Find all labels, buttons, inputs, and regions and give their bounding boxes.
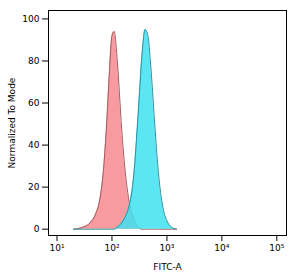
svg-text:20: 20 bbox=[28, 182, 40, 192]
svg-text:FITC-A: FITC-A bbox=[153, 262, 182, 272]
svg-text:40: 40 bbox=[28, 140, 40, 150]
svg-text:10⁴: 10⁴ bbox=[214, 243, 229, 253]
svg-text:10³: 10³ bbox=[159, 243, 174, 253]
svg-text:0: 0 bbox=[34, 224, 40, 234]
svg-text:10²: 10² bbox=[104, 243, 119, 253]
svg-text:80: 80 bbox=[28, 56, 40, 66]
svg-text:60: 60 bbox=[28, 98, 40, 108]
svg-text:10¹: 10¹ bbox=[49, 243, 64, 253]
svg-text:Normalized To Mode: Normalized To Mode bbox=[7, 77, 17, 168]
svg-text:10⁵: 10⁵ bbox=[269, 243, 284, 253]
svg-text:100: 100 bbox=[22, 14, 39, 24]
